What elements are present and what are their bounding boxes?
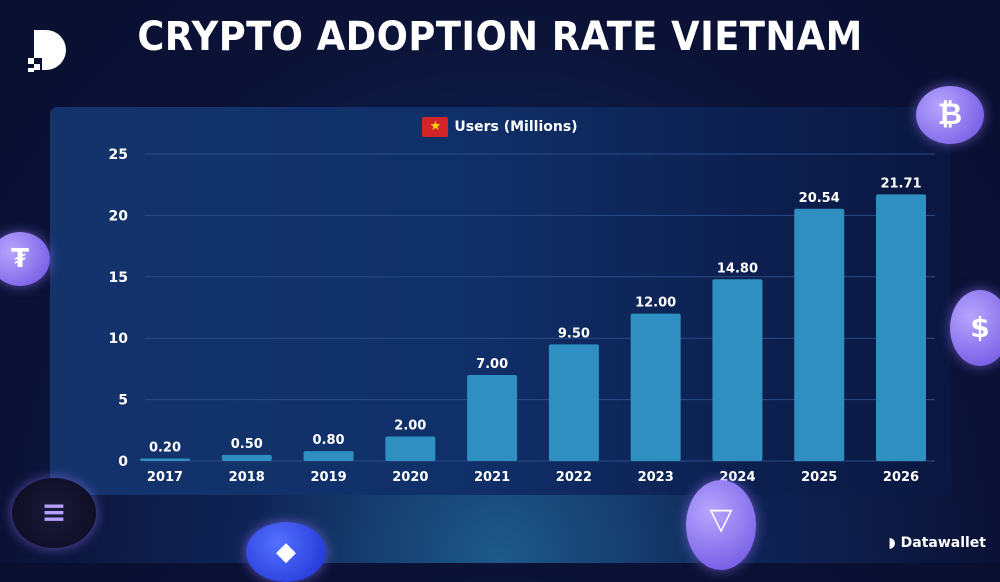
bar-2024: [712, 279, 763, 461]
bar-2023: [630, 313, 681, 461]
usdc-coin-icon: $: [950, 290, 1000, 366]
legend-label: Users (Millions): [454, 119, 578, 135]
data-label: 12.00: [635, 296, 676, 311]
bar-2020: [385, 436, 436, 461]
x-tick-label: 2017: [147, 470, 183, 485]
datawallet-small-logo-icon: ◗: [888, 535, 901, 551]
x-tick-label: 2026: [883, 470, 919, 485]
bar-chart: 05101520250.2020170.5020180.8020192.0020…: [109, 147, 935, 485]
data-label: 2.00: [394, 418, 426, 433]
brand-name: Datawallet: [900, 535, 986, 551]
x-tick-label: 2025: [801, 470, 837, 485]
y-tick-label: 20: [109, 208, 129, 224]
bar-2017: [140, 458, 190, 461]
chart-legend: ★ Users (Millions): [0, 117, 1000, 137]
data-label: 0.50: [231, 437, 263, 452]
data-label: 20.54: [799, 191, 840, 206]
x-tick-label: 2018: [229, 470, 265, 485]
data-label: 14.80: [717, 261, 758, 276]
y-tick-label: 0: [118, 454, 128, 470]
data-label: 0.80: [313, 433, 345, 448]
tron-coin-icon: ▽: [686, 480, 756, 570]
x-tick-label: 2020: [392, 470, 428, 485]
ethereum-coin-icon: ◆: [246, 522, 326, 582]
x-tick-label: 2023: [638, 470, 674, 485]
bar-2019: [303, 451, 354, 461]
data-label: 9.50: [558, 326, 590, 341]
data-label: 21.71: [880, 176, 921, 191]
x-tick-label: 2021: [474, 470, 510, 485]
datawallet-logo-icon: [28, 30, 66, 72]
data-label: 7.00: [476, 357, 508, 372]
solana-coin-icon: ≡: [12, 478, 96, 548]
bar-2018: [221, 454, 272, 461]
y-tick-label: 10: [109, 331, 129, 347]
y-tick-label: 5: [118, 393, 128, 409]
x-tick-label: 2019: [310, 470, 346, 485]
bar-2025: [794, 208, 845, 461]
page-title: CRYPTO ADOPTION RATE VIETNAM: [137, 14, 863, 60]
bar-2021: [467, 375, 518, 461]
y-tick-label: 25: [109, 147, 128, 163]
brand-watermark: ◗ Datawallet: [888, 535, 986, 551]
vietnam-flag-icon: ★: [422, 117, 449, 137]
bar-2026: [876, 194, 926, 462]
x-tick-label: 2022: [556, 470, 592, 485]
data-label: 0.20: [149, 441, 181, 456]
y-tick-label: 15: [109, 270, 128, 286]
tether-coin-icon: ₮: [0, 232, 50, 286]
bitcoin-coin-icon: ₿: [916, 86, 984, 144]
bar-2022: [548, 344, 599, 461]
